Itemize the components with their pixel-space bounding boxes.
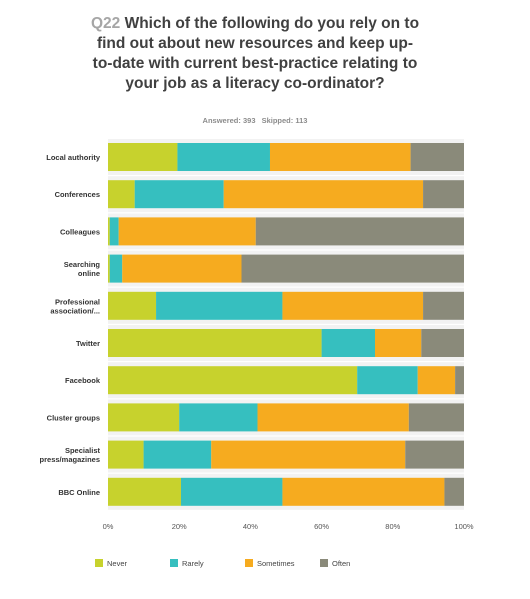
x-tick-label: 100% [454,522,474,531]
bar-segment-never[interactable] [108,403,180,432]
legend-swatch-never [95,559,103,567]
bar-segment-never[interactable] [108,180,135,209]
bar-segment-often[interactable] [455,366,464,395]
bar-segment-often[interactable] [421,329,464,357]
legend-swatch-sometimes [245,559,253,567]
legend-swatch-often [320,559,328,567]
x-tick-label: 40% [243,522,258,531]
category-label: online [78,269,100,278]
category-label: Conferences [55,190,100,199]
legend-label-never: Never [107,559,128,568]
x-tick-label: 20% [172,522,187,531]
category-label: BBC Online [58,488,100,497]
bar-segment-sometimes[interactable] [282,477,445,506]
bar-segment-sometimes[interactable] [375,329,422,357]
x-tick-label: 0% [103,522,114,531]
bar-segment-never[interactable] [108,217,110,246]
bar-segment-rarely[interactable] [179,403,258,432]
bar-segment-often[interactable] [408,403,464,432]
bar-segment-sometimes[interactable] [269,143,411,171]
category-label: Local authority [46,153,101,162]
legend-label-sometimes: Sometimes [257,559,295,568]
bar-segment-rarely[interactable] [321,329,375,357]
response-stats: Answered: 393 Skipped: 113 [90,116,420,125]
bar-segment-often[interactable] [423,180,464,209]
bar-segment-sometimes[interactable] [122,254,242,283]
category-label: association/... [50,306,100,315]
x-tick-label: 80% [385,522,400,531]
bar-segment-often[interactable] [410,143,464,171]
bar-segment-sometimes[interactable] [118,217,256,246]
bar-segment-sometimes[interactable] [223,180,424,209]
bar-segment-sometimes[interactable] [211,440,406,469]
category-label: press/magazines [40,455,100,464]
bar-segment-rarely[interactable] [177,143,270,171]
bar-segment-rarely[interactable] [143,440,212,469]
bar-segment-rarely[interactable] [109,217,119,246]
question-title: Q22 Which of the following do you rely o… [90,14,420,94]
bar-segment-sometimes[interactable] [282,291,424,320]
bar-segment-rarely[interactable] [180,477,283,506]
legend-label-rarely: Rarely [182,559,204,568]
category-label: Twitter [76,339,100,348]
legend-label-often: Often [332,559,350,568]
bar-segment-never[interactable] [108,477,181,506]
bar-segment-often[interactable] [444,477,464,506]
bar-segment-rarely[interactable] [134,180,224,209]
category-label: Professional [55,297,100,306]
bar-segment-rarely[interactable] [109,254,123,283]
bar-segment-sometimes[interactable] [417,366,456,395]
x-tick-label: 60% [314,522,329,531]
category-label: Facebook [65,376,101,385]
question-text: Which of the following do you rely on to… [92,15,420,92]
legend-swatch-rarely [170,559,178,567]
answered-count: Answered: 393 [202,116,256,125]
bar-segment-never[interactable] [108,329,322,357]
skipped-count: Skipped: 113 [261,116,308,125]
question-number: Q22 [90,15,121,32]
bar-segment-often[interactable] [241,254,465,283]
bar-segment-often[interactable] [255,217,464,246]
bar-segment-never[interactable] [108,440,144,469]
bar-segment-never[interactable] [108,291,157,320]
category-label: Colleagues [60,227,100,236]
bar-segment-never[interactable] [108,143,178,171]
bar-segment-sometimes[interactable] [257,403,409,432]
bar-segment-often[interactable] [423,291,464,320]
bar-segment-rarely[interactable] [156,291,283,320]
category-label: Searching [64,260,101,269]
bar-segment-never[interactable] [108,366,358,395]
bar-segment-rarely[interactable] [357,366,418,395]
bar-segment-often[interactable] [405,440,464,469]
category-label: Specialist [65,446,101,455]
category-label: Cluster groups [47,413,100,422]
bar-segment-never[interactable] [108,254,110,283]
